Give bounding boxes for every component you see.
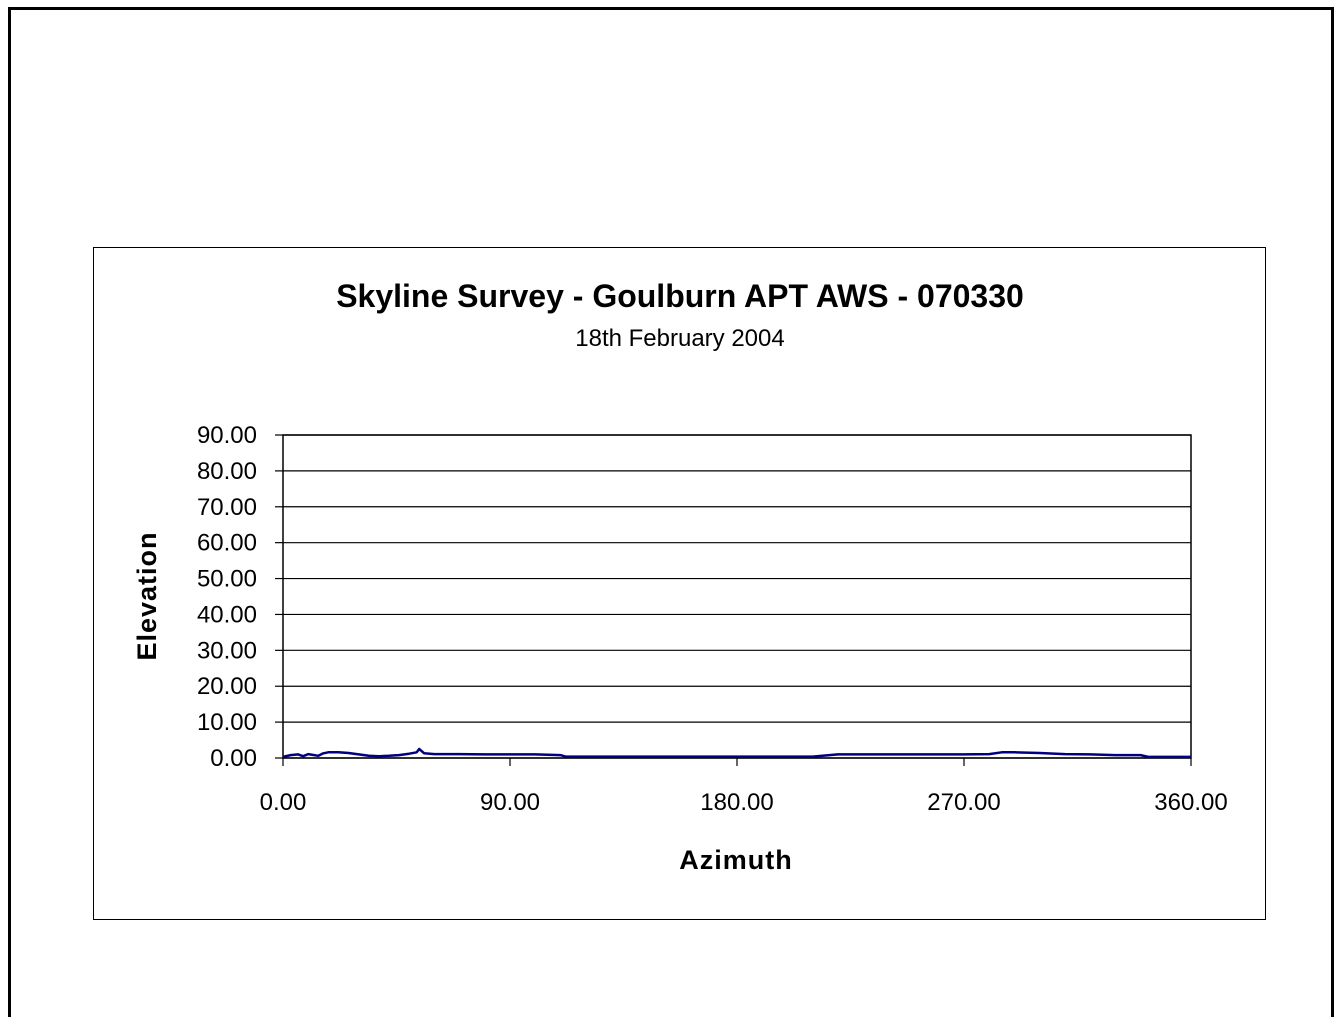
y-tick-label: 40.00 — [197, 601, 257, 628]
x-tick-label: 90.00 — [480, 789, 540, 816]
x-axis-title: Azimuth — [679, 845, 792, 875]
plot-border — [282, 434, 1192, 759]
x-tick-label: 0.00 — [260, 789, 307, 816]
y-tick-label: 50.00 — [197, 566, 257, 593]
chart-area — [93, 247, 1266, 920]
x-axis-ticks: 0.00 90.00 180.00 270.00 360.00 — [260, 758, 1228, 816]
chart-subtitle: 18th February 2004 — [575, 325, 784, 352]
y-tick-label: 10.00 — [197, 709, 257, 736]
y-tick-label: 70.00 — [197, 494, 257, 521]
y-axis-title: Elevation — [132, 531, 162, 660]
y-tick-label: 90.00 — [197, 422, 257, 449]
y-tick-label: 30.00 — [197, 637, 257, 664]
x-tick-label: 180.00 — [700, 789, 773, 816]
x-tick-label: 270.00 — [927, 789, 1000, 816]
gridlines — [283, 434, 1191, 759]
outer-border — [8, 7, 1334, 1017]
y-axis-ticks: 0.00 10.00 20.00 30.00 40.00 50.00 60.00 70.00 8… — [197, 422, 283, 772]
x-tick-label: 360.00 — [1154, 789, 1227, 816]
series-line-0 — [282, 747, 1191, 759]
series-layer — [282, 747, 1191, 759]
chart-title: Skyline Survey - Goulburn APT AWS - 0703… — [336, 278, 1024, 314]
y-tick-label: 0.00 — [210, 745, 257, 772]
y-tick-label: 20.00 — [197, 673, 257, 700]
y-tick-label: 60.00 — [197, 530, 257, 557]
y-tick-label: 80.00 — [197, 458, 257, 485]
